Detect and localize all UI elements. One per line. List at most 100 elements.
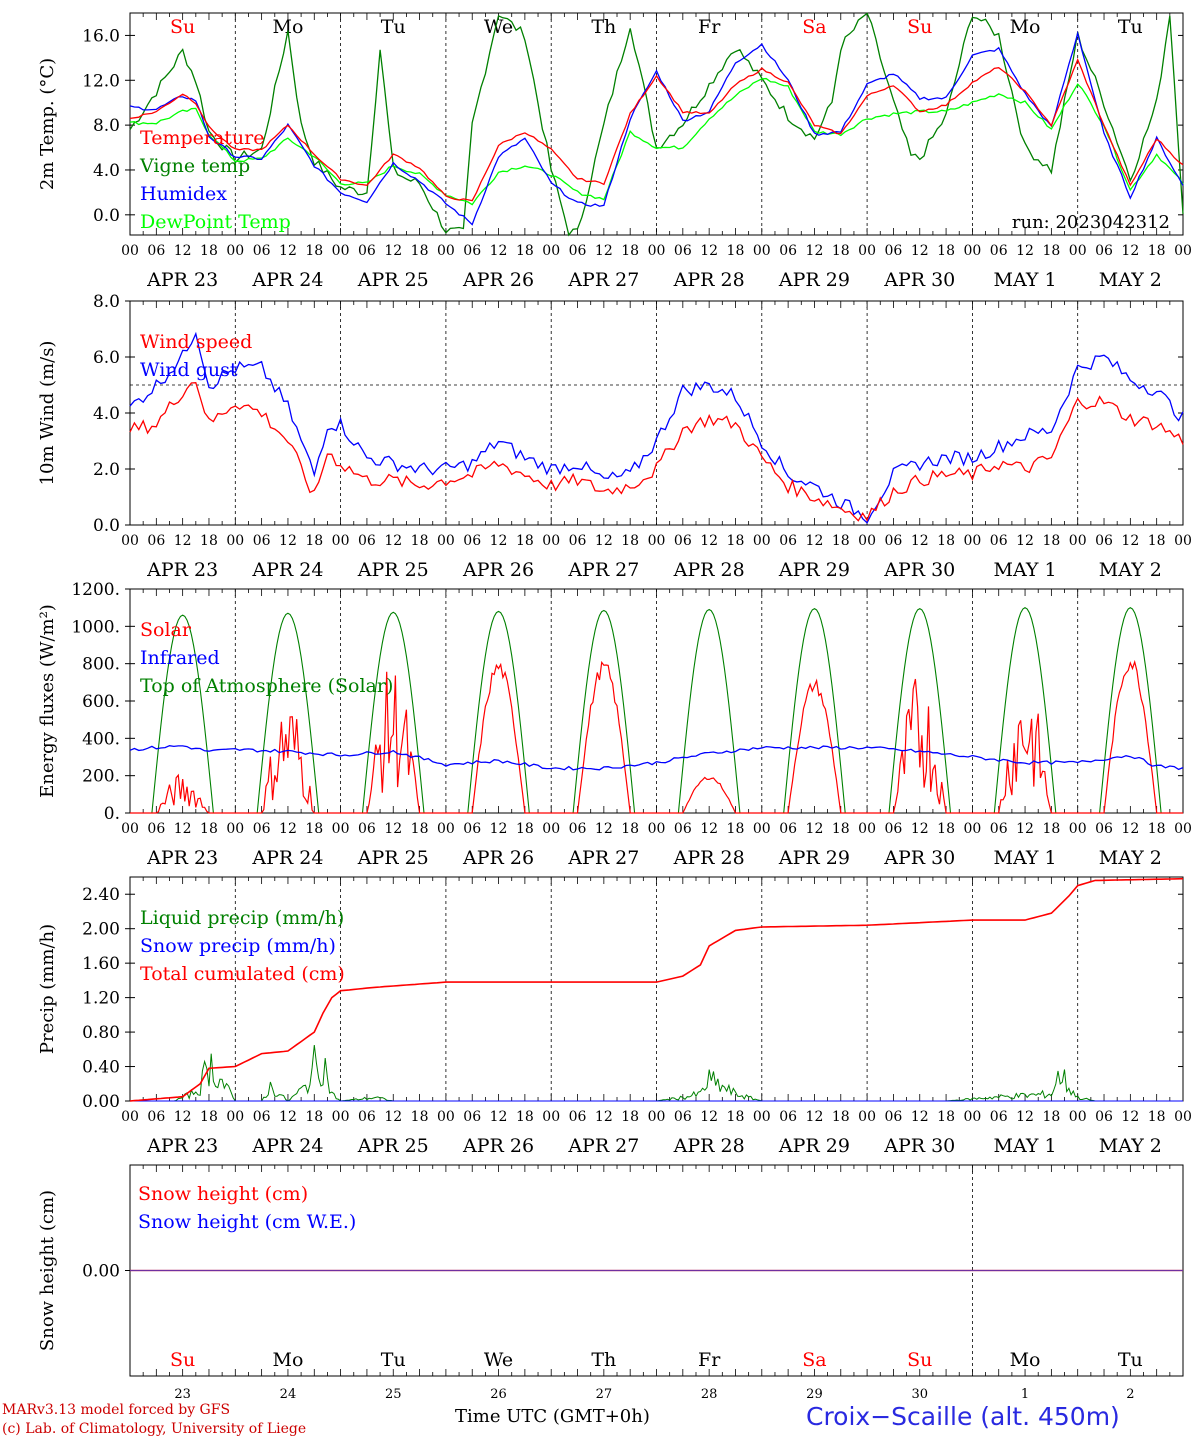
hour-label: 00	[1174, 1109, 1192, 1125]
hour-label: 00	[1069, 243, 1087, 259]
date-label: APR 29	[778, 269, 850, 291]
y-tick-label: 800.	[82, 655, 120, 675]
hour-label: 06	[1095, 1109, 1113, 1125]
hour-label: 18	[832, 243, 850, 259]
weekday-label: Tu	[1118, 16, 1143, 38]
hour-label: 00	[332, 821, 350, 837]
day-number-label: 23	[174, 1387, 191, 1402]
date-label: APR 23	[146, 847, 218, 869]
series-line-vigne-temp	[129, 12, 1184, 237]
date-label: MAY 2	[1099, 1135, 1162, 1157]
hour-label: 12	[279, 1109, 297, 1125]
weekday-label: Th	[591, 1349, 616, 1371]
hour-label: 18	[937, 533, 955, 549]
hour-label: 12	[595, 1109, 613, 1125]
legend-entry: Top of Atmosphere (Solar)	[140, 675, 393, 697]
hour-label: 12	[700, 243, 718, 259]
date-label: MAY 2	[1099, 559, 1162, 581]
date-label: APR 27	[567, 269, 639, 291]
y-tick-label: 2.0	[93, 460, 120, 480]
hour-label: 00	[753, 533, 771, 549]
date-label: MAY 1	[994, 559, 1057, 581]
hour-label: 06	[253, 243, 271, 259]
weekday-label: Sa	[802, 16, 826, 38]
date-label: APR 26	[462, 269, 534, 291]
legend-entry: Snow precip (mm/h)	[140, 935, 336, 957]
hour-label: 18	[200, 533, 218, 549]
hour-label: 06	[674, 533, 692, 549]
hour-label: 00	[332, 1109, 350, 1125]
hour-label: 18	[200, 243, 218, 259]
hour-label: 06	[885, 821, 903, 837]
weekday-label: Th	[591, 16, 616, 38]
hour-label: 18	[727, 821, 745, 837]
hour-label: 18	[305, 533, 323, 549]
hour-label: 12	[700, 533, 718, 549]
hour-label: 12	[384, 821, 402, 837]
hour-label: 18	[832, 533, 850, 549]
day-number-label: 26	[490, 1387, 507, 1402]
y-tick-label: 1000.	[71, 617, 120, 637]
hour-label: 00	[226, 533, 244, 549]
date-label: APR 25	[357, 269, 429, 291]
legend-entry: Snow height (cm)	[138, 1183, 308, 1205]
hour-label: 00	[648, 243, 666, 259]
hour-label: 12	[279, 821, 297, 837]
y-tick-label: 200.	[82, 767, 120, 787]
weekday-label: Mo	[1010, 1349, 1041, 1371]
day-number-label: 25	[385, 1387, 402, 1402]
legend-entry: Vigne temp	[139, 155, 250, 177]
weekday-label: Sa	[802, 1349, 826, 1371]
hour-label: 12	[490, 821, 508, 837]
hour-label: 00	[542, 243, 560, 259]
weekday-label: Mo	[272, 1349, 303, 1371]
hour-label: 12	[174, 533, 192, 549]
date-label: APR 29	[778, 847, 850, 869]
date-label: APR 23	[146, 269, 218, 291]
date-label: APR 29	[778, 559, 850, 581]
date-label: APR 26	[462, 559, 534, 581]
date-label: APR 30	[883, 847, 955, 869]
y-tick-label: 0.0	[93, 516, 120, 536]
hour-label: 00	[963, 533, 981, 549]
weekday-label: Fr	[698, 16, 721, 38]
hour-label: 12	[911, 821, 929, 837]
weekday-label: Mo	[272, 16, 303, 38]
hour-label: 18	[305, 1109, 323, 1125]
y-axis-label: Energy fluxes (W/m²)	[37, 604, 58, 798]
hour-label: 12	[174, 821, 192, 837]
y-tick-label: 1.20	[82, 989, 120, 1009]
y-tick-label: 4.0	[93, 404, 120, 424]
date-label: APR 30	[883, 559, 955, 581]
hour-label: 00	[858, 243, 876, 259]
legend-entry: DewPoint Temp	[140, 211, 291, 233]
hour-label: 12	[806, 821, 824, 837]
hour-label: 18	[200, 821, 218, 837]
y-axis-label: 10m Wind (m/s)	[37, 341, 58, 486]
hour-label: 06	[569, 533, 587, 549]
hour-label: 00	[648, 533, 666, 549]
hour-label: 00	[332, 533, 350, 549]
y-tick-label: 400.	[82, 729, 120, 749]
hour-label: 12	[279, 533, 297, 549]
date-label: APR 28	[673, 847, 745, 869]
date-label: APR 24	[251, 847, 323, 869]
time-axis-label: Time UTC (GMT+0h)	[455, 1406, 650, 1427]
hour-label: 12	[1121, 533, 1139, 549]
date-label: APR 25	[357, 1135, 429, 1157]
date-label: MAY 2	[1099, 847, 1162, 869]
series-line-temperature	[129, 57, 1184, 202]
weekday-label: Mo	[1010, 16, 1041, 38]
hour-label: 00	[648, 1109, 666, 1125]
date-label: APR 23	[146, 1135, 218, 1157]
y-tick-label: 1200.	[71, 580, 120, 600]
hour-label: 06	[779, 821, 797, 837]
y-tick-label: 12.0	[82, 71, 120, 91]
hour-label: 06	[674, 821, 692, 837]
hour-label: 06	[463, 533, 481, 549]
hour-label: 12	[700, 821, 718, 837]
date-label: MAY 1	[994, 269, 1057, 291]
hour-label: 00	[963, 821, 981, 837]
hour-label: 06	[990, 533, 1008, 549]
hour-label: 00	[858, 821, 876, 837]
